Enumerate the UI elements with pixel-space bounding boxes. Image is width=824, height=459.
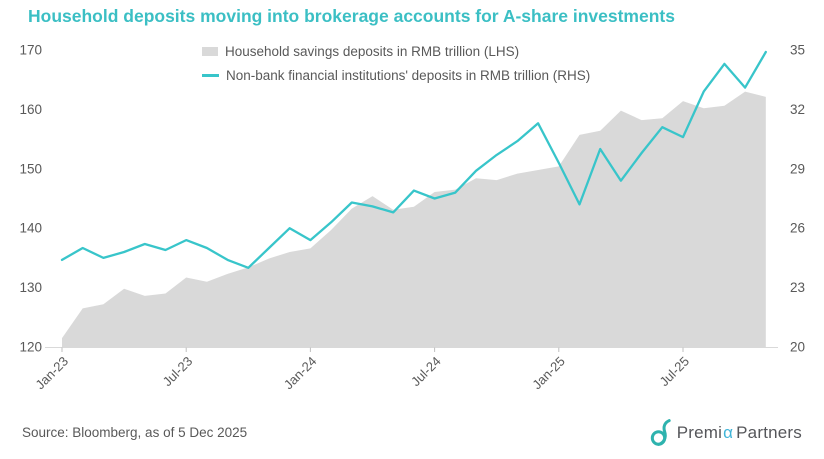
logo-text-partners: Partners: [736, 423, 802, 442]
source-note: Source: Bloomberg, as of 5 Dec 2025: [22, 425, 248, 440]
left-axis-tick-label: 130: [19, 280, 42, 295]
legend-label-nonbank-deposits: Non-bank financial institutions' deposit…: [226, 67, 591, 83]
right-axis-tick-label: 29: [790, 161, 805, 176]
premia-logo-icon: [650, 419, 671, 446]
legend-item-nonbank-deposits: Non-bank financial institutions' deposit…: [202, 63, 590, 87]
line-swatch-icon: [202, 73, 219, 77]
x-tick-label: Jan-23: [32, 354, 71, 393]
nonbank-deposits-line-series: [60, 50, 767, 269]
chart-title: Household deposits moving into brokerage…: [28, 6, 675, 26]
logo-alpha: α: [723, 423, 734, 442]
left-axis-tick-label: 150: [19, 161, 42, 176]
x-tick-label: Jul-23: [160, 354, 196, 390]
area-swatch-icon: [202, 46, 218, 56]
legend: Household savings deposits in RMB trilli…: [202, 39, 590, 87]
x-tick-label: Jan-24: [281, 354, 320, 393]
x-tick-label: Jan-25: [529, 354, 568, 393]
left-axis-tick-label: 160: [19, 102, 42, 117]
right-axis-tick-label: 35: [790, 43, 805, 58]
right-axis-tick-label: 23: [790, 280, 805, 295]
right-axis-tick-label: 20: [790, 340, 805, 355]
x-tick-label: Jul-24: [408, 354, 444, 390]
left-axis-tick-label: 140: [19, 221, 42, 236]
premia-partners-logo: Premi α Partners: [649, 418, 802, 448]
x-tick-label: Jul-25: [656, 354, 692, 390]
legend-item-household-savings: Household savings deposits in RMB trilli…: [202, 39, 590, 63]
household-savings-area-series: [62, 91, 766, 347]
right-axis-tick-label: 26: [790, 221, 805, 236]
legend-label-household-savings: Household savings deposits in RMB trilli…: [225, 43, 520, 59]
right-axis-tick-label: 32: [790, 102, 805, 117]
logo-text-premi: Premi: [676, 423, 723, 442]
left-axis-tick-label: 120: [19, 340, 42, 355]
left-axis-tick-label: 170: [19, 43, 42, 58]
